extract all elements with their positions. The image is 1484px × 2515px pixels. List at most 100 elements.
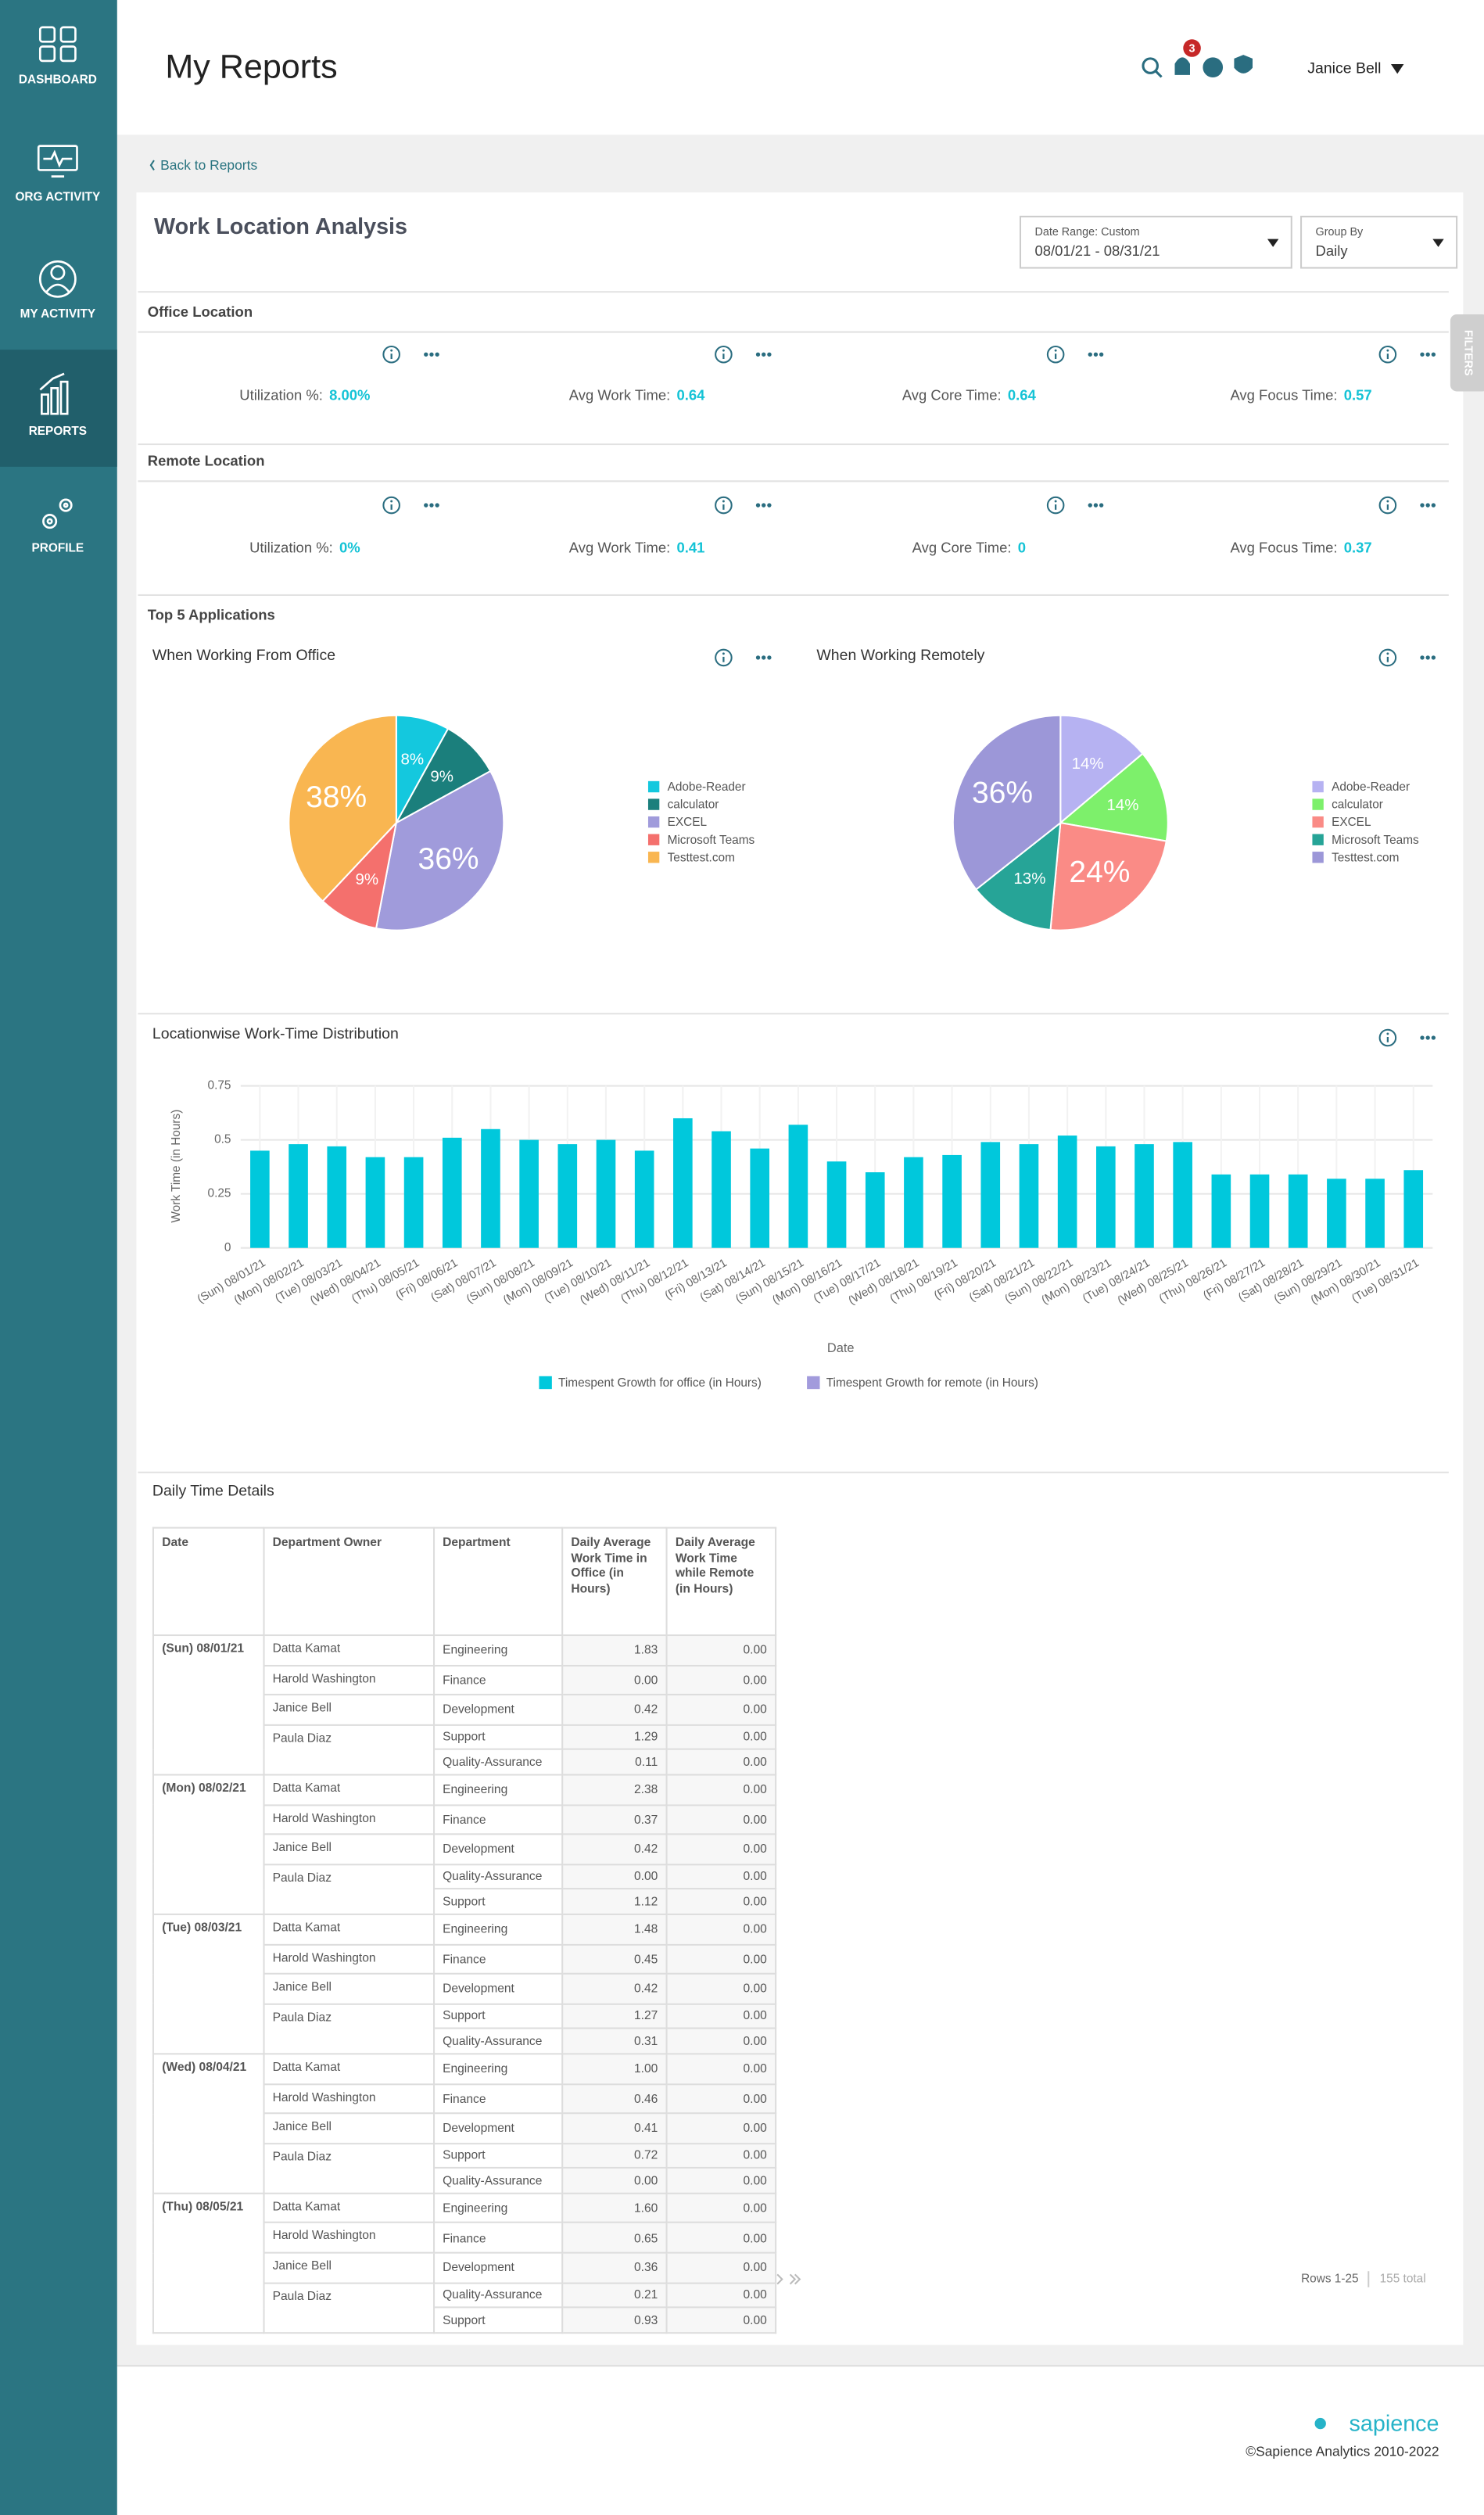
bar xyxy=(1211,1174,1231,1248)
back-chevron[interactable] xyxy=(149,160,155,170)
more-dot[interactable] xyxy=(767,352,772,357)
metric-value: 0.37 xyxy=(1344,539,1372,555)
more-dot[interactable] xyxy=(1099,352,1104,357)
more-dot[interactable] xyxy=(762,655,766,660)
info-icon[interactable] xyxy=(1378,345,1397,364)
more-dot[interactable] xyxy=(755,503,761,508)
office-time-cell: 1.12 xyxy=(561,1888,668,1915)
metric-label: Avg Core Time: xyxy=(912,539,1012,555)
legend-label[interactable]: Timespent Growth for remote (in Hours) xyxy=(826,1376,1038,1390)
remote-time-cell: 0.00 xyxy=(665,2053,777,2085)
card-actions[interactable] xyxy=(1378,345,1436,364)
info-icon[interactable] xyxy=(1378,648,1397,667)
pie-label: 24% xyxy=(1069,856,1130,889)
more-dot[interactable] xyxy=(1420,655,1425,660)
more-dot[interactable] xyxy=(1431,1035,1436,1040)
more-dot[interactable] xyxy=(424,503,428,508)
bar xyxy=(1403,1170,1424,1248)
card-actions[interactable] xyxy=(1046,496,1104,515)
more-dot[interactable] xyxy=(1088,352,1092,357)
column-header: Daily Average Work Time while Remote (in… xyxy=(665,1527,777,1637)
more-dot[interactable] xyxy=(429,503,434,508)
card-actions[interactable] xyxy=(1378,1028,1436,1047)
legend-swatch[interactable] xyxy=(539,1376,552,1390)
more-dot[interactable] xyxy=(1425,352,1430,357)
nav-label[interactable]: REPORTS xyxy=(29,425,87,438)
info-icon[interactable] xyxy=(382,345,400,364)
more-dot[interactable] xyxy=(424,352,428,357)
more-dot[interactable] xyxy=(755,655,761,660)
more-dot[interactable] xyxy=(435,352,439,357)
info-icon[interactable] xyxy=(715,496,733,515)
info-icon[interactable] xyxy=(382,496,400,515)
info-icon[interactable] xyxy=(1046,496,1065,515)
group-by-filter[interactable] xyxy=(1300,215,1458,269)
date-range-filter[interactable] xyxy=(1019,215,1292,269)
legend-swatch[interactable] xyxy=(807,1376,820,1390)
more-dot[interactable] xyxy=(1088,503,1092,508)
remote-time-cell: 0.00 xyxy=(665,1634,777,1667)
nav-label[interactable]: PROFILE xyxy=(32,542,84,555)
user-name[interactable]: Janice Bell xyxy=(1307,59,1381,77)
card-actions[interactable] xyxy=(382,345,439,364)
more-dot[interactable] xyxy=(762,352,766,357)
office-time-cell: 0.72 xyxy=(561,2142,668,2169)
more-dot[interactable] xyxy=(1420,1035,1425,1040)
remote-time-cell: 0.00 xyxy=(665,1943,777,1975)
metric-label: Avg Focus Time: xyxy=(1230,386,1337,403)
more-dot[interactable] xyxy=(429,352,434,357)
nav-label[interactable]: ORG ACTIVITY xyxy=(15,190,100,203)
info-icon[interactable] xyxy=(715,345,733,364)
more-dot[interactable] xyxy=(1431,352,1436,357)
legend-swatch xyxy=(647,852,660,863)
card-actions[interactable] xyxy=(715,496,772,515)
more-dot[interactable] xyxy=(1431,655,1436,660)
info-icon[interactable] xyxy=(1046,345,1065,364)
bar xyxy=(865,1172,885,1248)
filters-tab[interactable] xyxy=(1450,314,1484,392)
more-dot[interactable] xyxy=(1425,503,1430,508)
department-cell: Development xyxy=(432,1833,564,1865)
more-dot[interactable] xyxy=(1425,655,1430,660)
info-icon[interactable] xyxy=(715,648,733,667)
nav-label[interactable]: DASHBOARD xyxy=(19,74,97,87)
card-actions[interactable] xyxy=(382,496,439,515)
more-dot[interactable] xyxy=(435,503,439,508)
bar xyxy=(557,1144,578,1248)
card-actions[interactable] xyxy=(715,648,772,667)
legend-label: calculator xyxy=(1332,798,1383,812)
pie-label: 38% xyxy=(306,780,367,814)
more-dot[interactable] xyxy=(767,655,772,660)
more-dot[interactable] xyxy=(1425,1035,1430,1040)
legend-label[interactable]: Timespent Growth for office (in Hours) xyxy=(558,1376,762,1390)
department-cell: Finance xyxy=(432,2083,564,2115)
info-icon[interactable] xyxy=(1378,1028,1397,1047)
more-dot[interactable] xyxy=(1099,503,1104,508)
department-cell: Quality-Assurance xyxy=(432,1749,564,1776)
more-dot[interactable] xyxy=(1093,503,1099,508)
card-actions[interactable] xyxy=(1046,345,1104,364)
pie-label: 36% xyxy=(972,777,1033,810)
more-dot[interactable] xyxy=(767,503,772,508)
user-caret[interactable] xyxy=(1390,64,1404,74)
more-dot[interactable] xyxy=(1093,352,1099,357)
card-actions[interactable] xyxy=(1378,648,1436,667)
card-actions[interactable] xyxy=(715,345,772,364)
department-cell: Quality-Assurance xyxy=(432,1863,564,1890)
pager-arrow[interactable] xyxy=(794,2273,801,2285)
department-cell: Quality-Assurance xyxy=(432,2281,564,2309)
back-link[interactable]: Back to Reports xyxy=(160,157,257,173)
pager-arrow[interactable] xyxy=(776,2273,783,2285)
nav-label[interactable]: MY ACTIVITY xyxy=(20,307,96,321)
table-row: Quality-Assurance 0.11 0.00 xyxy=(153,1749,777,1776)
more-dot[interactable] xyxy=(762,503,766,508)
info-icon[interactable] xyxy=(1378,496,1397,515)
header-icons[interactable] xyxy=(1142,55,1253,78)
more-dot[interactable] xyxy=(1420,352,1425,357)
office-time-cell: 1.83 xyxy=(561,1634,668,1667)
more-dot[interactable] xyxy=(1431,503,1436,508)
more-dot[interactable] xyxy=(755,352,761,357)
card-actions[interactable] xyxy=(1378,496,1436,515)
more-dot[interactable] xyxy=(1420,503,1425,508)
pager-arrow[interactable] xyxy=(789,2273,797,2285)
